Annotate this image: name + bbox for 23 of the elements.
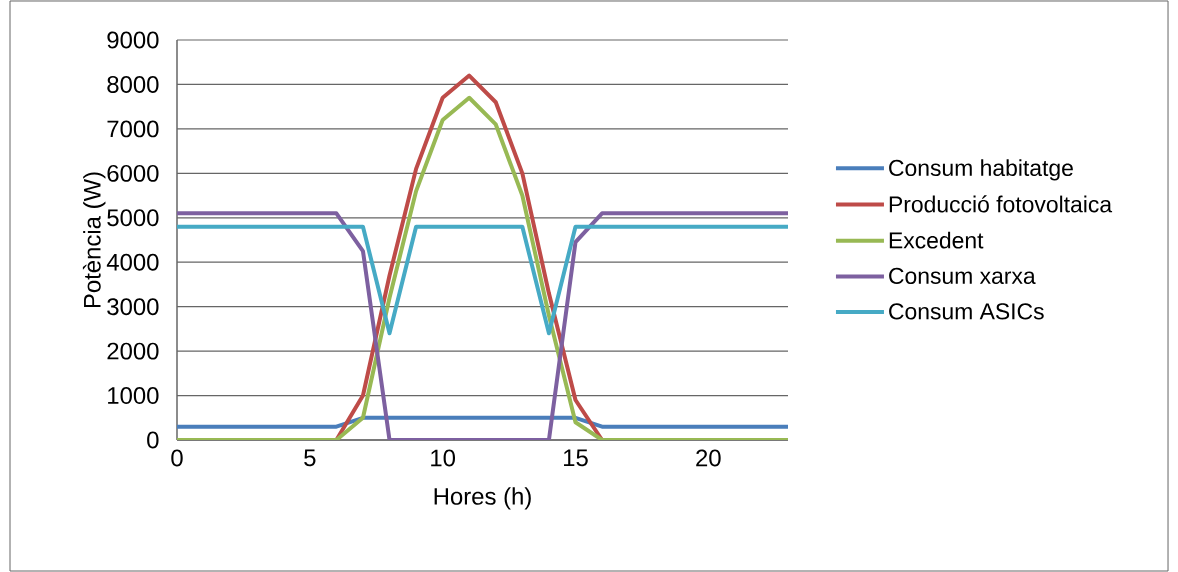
y-tick-label: 3000	[107, 298, 159, 316]
line-series	[334, 73, 605, 440]
legend-label: Producció fotovoltaica	[889, 195, 1113, 213]
y-tick-label: 5000	[107, 209, 159, 227]
legend-label: Consum ASICs	[889, 303, 1044, 320]
y-tick-label: 8000	[107, 75, 159, 93]
x-tick-label: 10	[431, 449, 456, 467]
y-tick-label: 2000	[107, 342, 159, 360]
legend-label: Excedent	[889, 231, 984, 249]
y-tick-label: 7000	[107, 120, 159, 138]
legend-label: Consum xarxa	[889, 267, 1036, 284]
x-tick-label: 5	[304, 449, 316, 467]
legend-label: Consum habitatge	[889, 159, 1073, 181]
x-axis-title: Hores (h)	[434, 487, 531, 510]
y-axis-title: Potència (W)	[82, 172, 106, 308]
y-tick-label: 4000	[106, 253, 159, 271]
x-tick-label: 20	[696, 449, 721, 467]
y-tick-label: 0	[147, 431, 159, 449]
y-tick-label: 1000	[108, 387, 159, 405]
x-tick-label: 15	[564, 449, 588, 467]
x-tick-label: 0	[171, 449, 183, 467]
y-tick-label: 9000	[107, 31, 159, 49]
y-tick-label: 6000	[107, 164, 159, 182]
